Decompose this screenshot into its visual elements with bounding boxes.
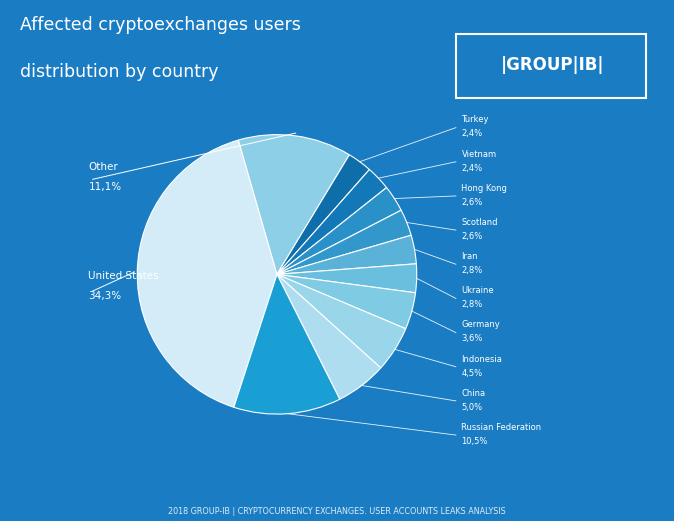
Text: Scotland: Scotland	[462, 218, 498, 227]
Wedge shape	[277, 155, 369, 275]
Text: distribution by country: distribution by country	[20, 63, 219, 81]
Wedge shape	[277, 188, 401, 275]
Text: 2018 GROUP-IB | CRYPTOCURRENCY EXCHANGES. USER ACCOUNTS LEAKS ANALYSIS: 2018 GROUP-IB | CRYPTOCURRENCY EXCHANGES…	[168, 507, 506, 516]
Wedge shape	[277, 275, 406, 368]
Wedge shape	[277, 275, 381, 399]
Text: 3,6%: 3,6%	[462, 334, 483, 343]
Wedge shape	[239, 134, 349, 275]
Text: Russian Federation: Russian Federation	[462, 423, 542, 432]
Text: 2,6%: 2,6%	[462, 232, 483, 241]
Text: United States: United States	[88, 271, 159, 281]
Text: Vietnam: Vietnam	[462, 150, 497, 158]
Text: Turkey: Turkey	[462, 116, 489, 125]
Text: Hong Kong: Hong Kong	[462, 184, 508, 193]
Wedge shape	[277, 264, 417, 293]
Text: 34,3%: 34,3%	[88, 291, 121, 301]
Text: China: China	[462, 389, 485, 398]
Text: Indonesia: Indonesia	[462, 355, 502, 364]
Text: 11,1%: 11,1%	[88, 182, 121, 192]
Wedge shape	[234, 275, 340, 414]
Text: |GROUP|IB|: |GROUP|IB|	[501, 56, 605, 74]
Text: 4,5%: 4,5%	[462, 368, 483, 378]
Text: 2,4%: 2,4%	[462, 129, 483, 139]
Wedge shape	[277, 169, 386, 275]
Wedge shape	[277, 275, 416, 329]
Text: 10,5%: 10,5%	[462, 437, 488, 446]
Text: Germany: Germany	[462, 320, 500, 329]
Text: 2,6%: 2,6%	[462, 198, 483, 207]
Text: 5,0%: 5,0%	[462, 403, 483, 412]
Text: Affected cryptoexchanges users: Affected cryptoexchanges users	[20, 16, 301, 34]
Text: Other: Other	[88, 163, 118, 172]
Wedge shape	[137, 140, 277, 407]
Wedge shape	[277, 235, 417, 275]
Wedge shape	[277, 210, 411, 275]
Text: 2,4%: 2,4%	[462, 164, 483, 172]
Text: Iran: Iran	[462, 252, 478, 261]
Text: 2,8%: 2,8%	[462, 266, 483, 275]
Text: Ukraine: Ukraine	[462, 286, 494, 295]
Text: 2,8%: 2,8%	[462, 300, 483, 309]
